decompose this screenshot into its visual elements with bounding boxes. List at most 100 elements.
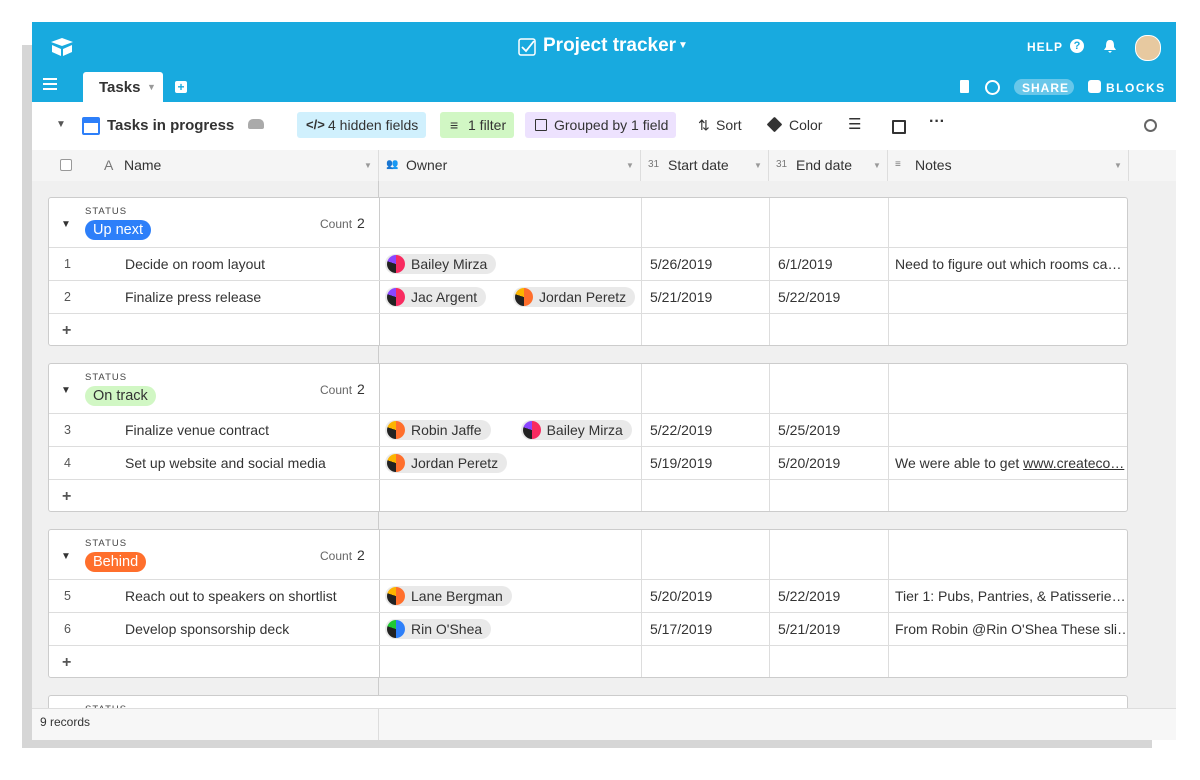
column-title[interactable]: End date xyxy=(796,157,853,173)
column-icon: ≡ xyxy=(895,159,901,170)
color[interactable]: Color xyxy=(789,117,823,133)
owner-chip[interactable]: Robin Jaffe xyxy=(385,420,491,440)
owner-chip[interactable]: Rin O'Shea xyxy=(385,619,492,639)
owner-chip[interactable]: Jordan Peretz xyxy=(385,453,508,473)
status-pill[interactable]: Up next xyxy=(85,220,151,240)
group-icon xyxy=(535,119,547,131)
group-button[interactable]: Grouped by 1 field xyxy=(525,112,677,138)
column-title[interactable]: Name xyxy=(124,157,162,173)
add-row[interactable]: + xyxy=(62,488,72,505)
help[interactable]: HELP xyxy=(1027,40,1064,54)
task-name[interactable]: Develop sponsorship deck xyxy=(125,621,290,637)
row-height[interactable]: ☰ xyxy=(848,116,862,133)
column-divider xyxy=(768,150,769,181)
owner-name: Bailey Mirza xyxy=(411,256,488,272)
task-name[interactable]: Set up website and social media xyxy=(125,455,326,471)
column-divider xyxy=(888,364,889,511)
notes-text: Tier 1: Pubs, Pantries, & Patisserie… xyxy=(895,588,1125,604)
column-menu[interactable]: ▼ xyxy=(364,161,372,170)
owner-name: Jordan Peretz xyxy=(539,289,627,305)
history[interactable] xyxy=(985,80,1000,95)
owner-chip[interactable]: Jac Argent xyxy=(385,287,487,307)
row-number: 1 xyxy=(64,257,71,271)
group-toggle[interactable]: ▼ xyxy=(61,219,71,230)
select-all[interactable] xyxy=(60,159,72,171)
owner-chip[interactable]: Bailey Mirza xyxy=(385,254,497,274)
task-name[interactable]: Decide on room layout xyxy=(125,256,266,272)
row-divider xyxy=(49,313,1127,314)
group-toggle[interactable]: ▼ xyxy=(61,385,71,396)
hidden-fields-button[interactable]: 4 hidden fields </> xyxy=(297,112,427,138)
start-date: 5/26/2019 xyxy=(650,256,713,272)
task-name[interactable]: Finalize venue contract xyxy=(125,422,269,438)
blocks-icon[interactable] xyxy=(1088,80,1101,93)
grid-body: ▼ STATUS Up next Count 2 1 Decide on room layo… xyxy=(32,181,1176,740)
owner-chip[interactable]: Lane Bergman xyxy=(385,586,512,606)
color-icon xyxy=(766,116,783,133)
owner-name: Lane Bergman xyxy=(411,588,503,604)
color-button[interactable]: Color xyxy=(760,112,830,138)
sort[interactable]: Sort xyxy=(716,117,742,133)
title-caret[interactable]: ▼ xyxy=(678,40,688,51)
owner-chip[interactable]: Bailey Mirza xyxy=(520,420,632,440)
notes-link[interactable]: www.createco… xyxy=(1023,455,1125,471)
column-menu[interactable]: ▼ xyxy=(873,161,881,170)
tab-label[interactable]: Tasks xyxy=(99,79,141,96)
column-menu[interactable]: ▼ xyxy=(1114,161,1122,170)
column-divider xyxy=(641,530,642,677)
owner-avatar xyxy=(515,288,533,306)
count: 2 xyxy=(357,547,365,563)
sort-button[interactable]: Sort ⇅ xyxy=(690,112,750,138)
row-divider xyxy=(49,280,1127,281)
notes-text: We were able to get xyxy=(895,455,1020,471)
collab-icon[interactable] xyxy=(248,119,264,129)
view-caret[interactable]: ▼ xyxy=(56,119,66,130)
tab[interactable]: Tasks ▼ xyxy=(83,72,163,102)
search[interactable] xyxy=(1144,119,1157,132)
user-avatar[interactable] xyxy=(1135,35,1161,61)
base-title[interactable]: Project tracker xyxy=(543,35,677,56)
add-tab[interactable]: + xyxy=(175,81,187,93)
view-name[interactable]: Tasks in progress xyxy=(107,117,235,134)
owner-avatar xyxy=(387,288,405,306)
group-toggle[interactable]: ▼ xyxy=(61,551,71,562)
hidden-fields[interactable]: 4 hidden fields xyxy=(328,117,419,133)
grid-icon xyxy=(82,117,100,135)
notifications[interactable] xyxy=(1103,39,1117,54)
task-name[interactable]: Finalize press release xyxy=(125,289,262,305)
start-date: 5/17/2019 xyxy=(650,621,713,637)
column-divider xyxy=(888,198,889,345)
end-date: 6/1/2019 xyxy=(778,256,833,272)
trash[interactable] xyxy=(960,80,969,93)
start-date: 5/21/2019 xyxy=(650,289,713,305)
status-pill[interactable]: On track xyxy=(85,386,156,406)
share-view[interactable] xyxy=(892,120,906,134)
column-divider xyxy=(888,530,889,677)
grouped[interactable]: Grouped by 1 field xyxy=(554,117,669,133)
owner-avatar xyxy=(387,620,405,638)
column-menu[interactable]: ▼ xyxy=(754,161,762,170)
column-title[interactable]: Notes xyxy=(915,157,952,173)
column-title[interactable]: Start date xyxy=(668,157,729,173)
tab-caret[interactable]: ▼ xyxy=(147,82,156,92)
column-divider xyxy=(887,150,888,181)
owner-chip[interactable]: Jordan Peretz xyxy=(513,287,636,307)
column-title[interactable]: Owner xyxy=(406,157,448,173)
add-row[interactable]: + xyxy=(62,322,72,339)
filter[interactable]: 1 filter xyxy=(468,117,507,133)
owner-name: Jac Argent xyxy=(411,289,478,305)
blocks[interactable]: BLOCKS xyxy=(1106,81,1166,95)
status-pill[interactable]: Behind xyxy=(85,552,147,572)
app-window: Project tracker ▼ HELP ? Tasks ▼ + SHARE… xyxy=(32,22,1176,740)
more[interactable]: ··· xyxy=(929,113,945,130)
column-menu[interactable]: ▼ xyxy=(626,161,634,170)
row-divider xyxy=(49,612,1127,613)
share[interactable]: SHARE xyxy=(1022,81,1070,95)
menu[interactable] xyxy=(43,78,57,80)
task-name[interactable]: Reach out to speakers on shortlist xyxy=(125,588,337,604)
help-icon[interactable]: ? xyxy=(1070,39,1084,53)
owner-name: Robin Jaffe xyxy=(411,422,482,438)
filter-button[interactable]: 1 filter ≡ xyxy=(440,112,515,138)
group: ▼ STATUS Up next Count 2 1 Decide on room layo… xyxy=(48,197,1128,346)
add-row[interactable]: + xyxy=(62,654,72,671)
